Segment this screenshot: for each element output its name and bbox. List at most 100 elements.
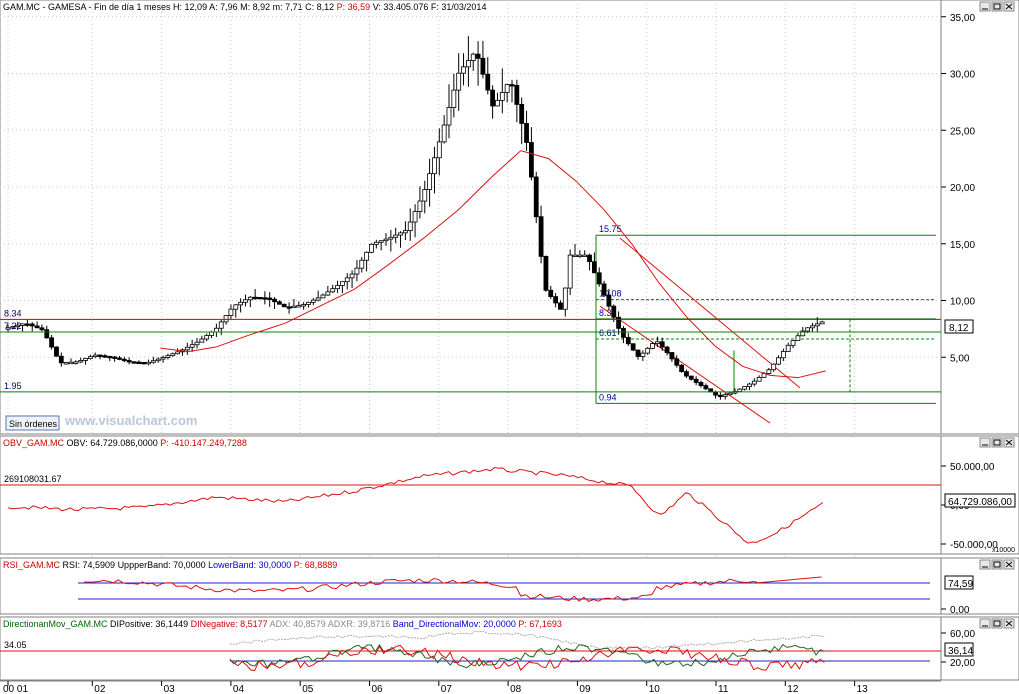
rsi-panel: RSI_GAM.MC RSI: 74,5909 UppperBand: 70,0… [0,557,1019,616]
candle-body [679,364,685,372]
candle-body [146,361,151,365]
candle-body [243,299,248,303]
candle-body [78,360,84,363]
candle-body [528,142,534,178]
rsi-maximize-button[interactable] [991,559,1003,570]
orders-button-bg[interactable] [5,415,60,431]
x-tick-label: 06 [372,684,384,694]
obv-header-part-2: P: -410.147.249,7288 [160,438,247,448]
candle-body [112,356,118,359]
candle-body [238,301,244,306]
dmi-panel: DirectionanMov_GAM.MC DIPositive: 36,144… [0,616,1019,681]
candle-body [669,352,675,360]
candle-body [320,294,326,299]
candle-body [398,232,403,236]
candle-body [587,254,592,263]
candle-body [58,355,64,364]
candle-body [83,358,88,361]
di-positive-line [229,643,825,669]
candle-body [485,73,491,91]
close-icon [1005,439,1013,446]
candle-body [121,358,127,362]
y-tick-label: 50.000,00 [950,462,995,473]
obv-level-label: 269108031.67 [4,474,62,484]
candle-body [107,355,113,359]
candle-body [650,343,655,349]
candle-body [766,369,772,374]
close-icon [1005,561,1013,568]
candle-body [412,211,418,223]
candle-body [795,335,801,341]
panel-window-buttons[interactable] [979,1,1015,629]
horizontal-line-label: 8.34 [4,308,22,318]
x-tick-label: 13 [857,684,869,694]
candle-body [344,277,350,283]
candle-body [150,360,156,363]
dmi-maximize-button[interactable] [991,618,1003,629]
close-icon [1005,620,1013,627]
candle-body [276,301,282,305]
dmi-minimize-button[interactable] [979,618,991,629]
rsi-header-part-2: UppperBand: 70,0000 [118,560,206,570]
candle-body [524,123,529,143]
orders-button[interactable]: Sin órdenes [9,419,58,429]
obv-maximize-button[interactable] [991,437,1003,448]
candle-body [558,302,563,310]
candle-body [785,344,791,352]
x-tick-label: 07 [441,684,453,694]
candle-body [805,327,811,332]
candle-body [378,240,384,243]
y-tick-label: 0,00 [950,605,970,616]
fibonacci-label: 10.08 [599,289,622,299]
candle-body [247,296,253,301]
candle-body [727,392,733,396]
x-tick-label: 11 [718,684,729,694]
candle-body [29,323,35,327]
y-tick-label: 60,00 [950,629,975,640]
candle-body [117,357,122,360]
y-tick-label: 20,00 [950,183,975,194]
obv-minimize-button[interactable] [979,437,991,448]
candle-body [446,107,452,126]
candle-body [155,358,161,362]
candle-body [194,341,200,346]
candle-body [170,353,176,357]
candle-body [499,92,505,101]
candle-body [393,234,399,238]
candle-body [688,375,694,380]
y-tick-label: 35,00 [950,13,975,24]
candle-body [272,298,277,303]
candle-body [262,297,268,300]
dmi-y-axis: 60,00 20,00 [941,629,975,669]
price-minimize-button[interactable] [979,1,991,12]
rsi-header-part-0: RSI_GAM.MC [3,560,61,570]
y-tick-label: 25,00 [950,126,975,137]
candle-body [684,371,689,377]
candle-body [742,386,748,390]
candle-body [790,340,796,346]
candle-body [596,272,602,285]
candle-body [141,362,147,365]
rsi-minimize-button[interactable] [979,559,991,570]
candle-body [504,84,510,93]
price-header-part-2: V: 33.405.076 F: 31/03/2014 [370,2,486,12]
candle-body [659,341,665,348]
candle-body [538,216,544,257]
candle-body [267,297,273,300]
di-negative-line [229,644,825,672]
obv-panel: OBV_GAM.MC OBV: 64.729.086,0000 P: -410.… [0,435,1019,555]
candle-body [713,391,718,396]
candle-body [5,327,11,330]
price-maximize-button[interactable] [991,1,1003,12]
candle-body [63,362,69,365]
candle-body [771,363,777,371]
maximize-icon [993,439,1001,446]
candle-body [432,157,437,175]
obv-line [7,467,824,544]
obv-header-part-1: OBV: 64.729.086,0000 [64,438,160,448]
candle-body [480,57,486,75]
candle-body [49,337,55,348]
candle-body [223,315,229,323]
candle-body [34,325,40,329]
